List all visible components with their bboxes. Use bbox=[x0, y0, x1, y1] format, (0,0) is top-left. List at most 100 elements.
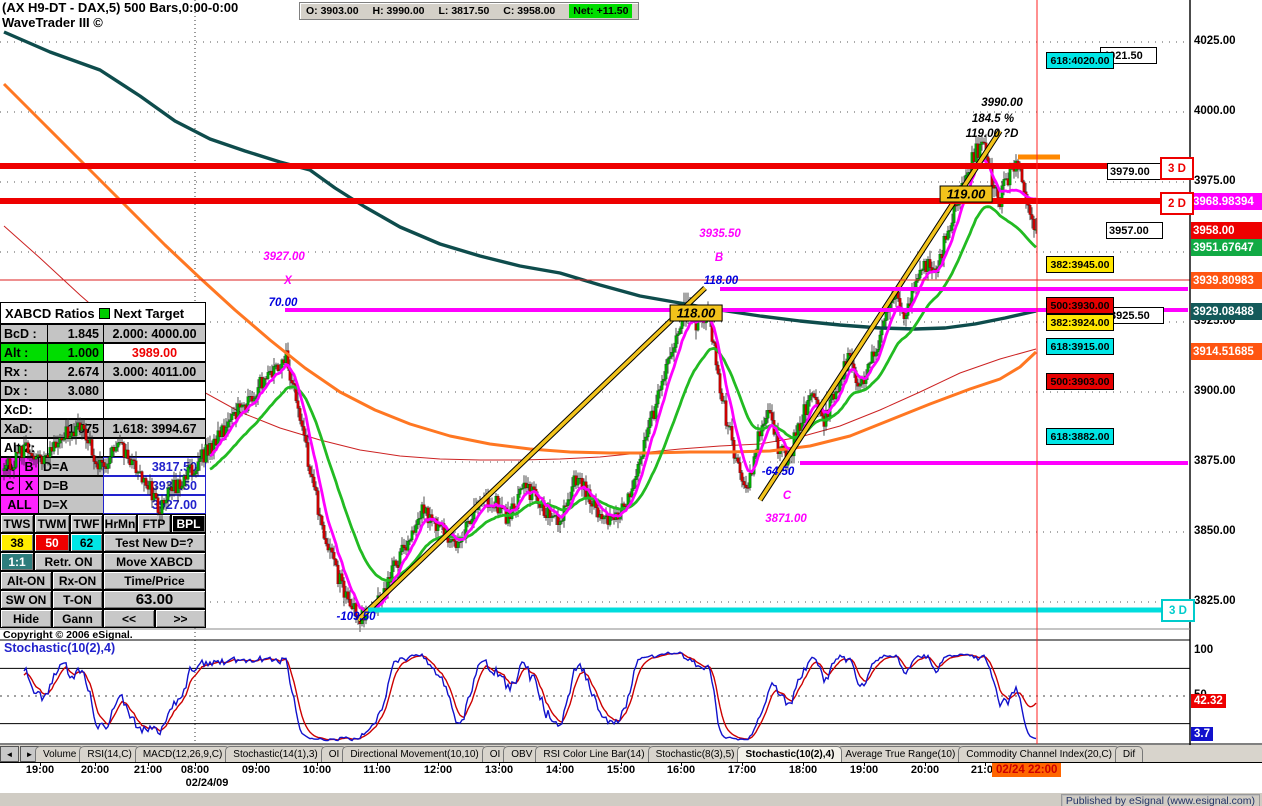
panel-button-twf[interactable]: TWF bbox=[70, 514, 103, 533]
axis-value-label: 3939.80983 bbox=[1191, 272, 1262, 289]
tab-stochastic-14-1-3-[interactable]: Stochastic(14(1),3) bbox=[225, 746, 326, 762]
alert-price-box[interactable]: 3925.50 bbox=[1107, 307, 1164, 324]
panel-button-row: TWS TWM TWF HrMn FTP BPL bbox=[0, 514, 206, 533]
date-label: 02/24/09 bbox=[185, 777, 229, 789]
panel-header: XABCD Ratios Next Target bbox=[0, 302, 206, 324]
ratio-label: Dx : bbox=[0, 381, 48, 400]
tab-macd-12-26-9-c-[interactable]: MACD(12,26,9,C) bbox=[134, 746, 231, 762]
ratio-label: XaD: bbox=[0, 419, 48, 438]
panel-button-1-1[interactable]: 1:1 bbox=[0, 552, 34, 571]
chart-annotation: B bbox=[714, 252, 724, 264]
panel-button-63-00[interactable]: 63.00 bbox=[103, 590, 206, 609]
panel-button-move-xabcd[interactable]: Move XABCD bbox=[103, 552, 206, 571]
fib-level-label: 382:3924.00 bbox=[1046, 314, 1114, 331]
time-tick-label: 18:00 bbox=[788, 764, 818, 776]
time-tick-mark bbox=[803, 762, 804, 766]
panel-button-row: 1:1 Retr. ON Move XABCD bbox=[0, 552, 206, 571]
panel-button-row: Alt-ON Rx-ON Time/Price bbox=[0, 571, 206, 590]
point-mapping-label: D=X bbox=[38, 495, 104, 514]
fib-level-label: 618:3915.00 bbox=[1046, 338, 1114, 355]
panel-button-gann[interactable]: Gann bbox=[52, 609, 103, 628]
alert-price-box[interactable]: 3979.00 bbox=[1107, 163, 1164, 180]
panel-button-hide[interactable]: Hide bbox=[0, 609, 52, 628]
net-change-badge: Net: +11.50 bbox=[569, 4, 633, 18]
panel-button-alt-on[interactable]: Alt-ON bbox=[0, 571, 52, 590]
panel-button-rx-on[interactable]: Rx-ON bbox=[52, 571, 103, 590]
ratio-label: XcD: bbox=[0, 400, 48, 419]
low-value: L: 3817.50 bbox=[438, 5, 490, 17]
y-axis-tick-label: 4000.00 bbox=[1194, 105, 1236, 117]
time-tick-label: 08:00 bbox=[180, 764, 210, 776]
channel-width-tag[interactable]: 118.00 bbox=[669, 304, 723, 322]
panel-button-bpl[interactable]: BPL bbox=[171, 514, 206, 533]
panel-button-62[interactable]: 62 bbox=[70, 533, 103, 552]
ratio-row: Dx :3.080 bbox=[0, 381, 206, 400]
target-value bbox=[103, 381, 206, 400]
y-axis-tick-label: 3975.00 bbox=[1194, 175, 1236, 187]
y-axis-tick-label: 3850.00 bbox=[1194, 525, 1236, 537]
status-bar: Published by eSignal (www.esignal.com) bbox=[0, 792, 1262, 806]
tab-average-true-range-10-[interactable]: Average True Range(10) bbox=[837, 746, 964, 762]
chart-subtitle: WaveTrader III © bbox=[2, 15, 103, 30]
time-tick-label: 10:00 bbox=[302, 764, 332, 776]
time-tick-label: 11:00 bbox=[363, 764, 391, 776]
tab-rsi-14-c-[interactable]: RSI(14,C) bbox=[79, 746, 140, 762]
panel-button--[interactable]: << bbox=[103, 609, 155, 628]
y-axis-tick-label: 3875.00 bbox=[1194, 455, 1236, 467]
panel-button-t-on[interactable]: T-ON bbox=[52, 590, 103, 609]
tab-dif[interactable]: Dif bbox=[1114, 746, 1144, 762]
panel-button-time-price[interactable]: Time/Price bbox=[103, 571, 206, 590]
panel-button-row: 38 50 62 Test New D=? bbox=[0, 533, 206, 552]
cursor-time-label: 02/24 22:00 bbox=[992, 763, 1062, 777]
tab-stochastic-8-3-5-[interactable]: Stochastic(8(3),5) bbox=[647, 746, 743, 762]
point-button-all[interactable]: ALL bbox=[0, 495, 39, 514]
chart-annotation: 70.00 bbox=[268, 297, 298, 309]
panel-button-retr-on[interactable]: Retr. ON bbox=[34, 552, 103, 571]
panel-button-twm[interactable]: TWM bbox=[34, 514, 70, 533]
panel-button-ftp[interactable]: FTP bbox=[137, 514, 171, 533]
ratio-row: Rx :2.674 3.000: 4011.00 bbox=[0, 362, 206, 381]
y-axis-tick-label: 3900.00 bbox=[1194, 385, 1236, 397]
tab-commodity-channel-index-20-c-[interactable]: Commodity Channel Index(20,C) bbox=[958, 746, 1120, 762]
study-tab-strip: ◄ ► Volume RSI(14,C) MACD(12,26,9,C) Stochast… bbox=[0, 745, 1262, 763]
time-tick-mark bbox=[317, 762, 318, 766]
fib-level-label: 618:4020.00 bbox=[1046, 52, 1114, 69]
channel-width-tag[interactable]: 119.00 bbox=[939, 185, 993, 203]
panel-button-test-new-d-[interactable]: Test New D=? bbox=[103, 533, 206, 552]
panel-button-hrmn[interactable]: HrMn bbox=[103, 514, 137, 533]
tab-scroll-left-button[interactable]: ◄ bbox=[0, 746, 19, 762]
time-tick-mark bbox=[560, 762, 561, 766]
tab-rsi-color-line-bar-14-[interactable]: RSI Color Line Bar(14) bbox=[535, 746, 653, 762]
tab-directional-movement-10-10-[interactable]: Directional Movement(10,10) bbox=[342, 746, 487, 762]
time-tick-mark bbox=[40, 762, 41, 766]
time-axis[interactable]: 02/24/09 02/24 22:00 19:00 20:00 21:00 08:0… bbox=[0, 762, 1262, 792]
ratio-row: XaD:1.5751.618: 3994.67 bbox=[0, 419, 206, 438]
chart-title: (AX H9-DT - DAX,5) 500 Bars,0:00-0:00 bbox=[2, 0, 239, 15]
alert-price-box[interactable]: 3957.00 bbox=[1106, 222, 1163, 239]
time-tick-mark bbox=[499, 762, 500, 766]
time-tick-mark bbox=[438, 762, 439, 766]
tab-volume[interactable]: Volume bbox=[35, 746, 85, 762]
target-value: 1.618: 3994.67 bbox=[103, 419, 206, 438]
stochastic-pane-title: Stochastic(10(2),4) bbox=[4, 641, 116, 655]
time-tick-label: 17:00 bbox=[727, 764, 757, 776]
high-value: H: 3990.00 bbox=[372, 5, 425, 17]
chart-annotation: 118.00 bbox=[703, 275, 739, 287]
axis-value-label: 3929.08488 bbox=[1191, 303, 1262, 320]
time-tick-mark bbox=[95, 762, 96, 766]
panel-button-50[interactable]: 50 bbox=[34, 533, 70, 552]
chart-annotation: 119.00 ?D bbox=[965, 128, 1019, 140]
stochastic-blue-value-label: 3.7 bbox=[1191, 727, 1213, 741]
xabcd-ratios-panel: XABCD Ratios Next Target BcD :1.845 2.000: … bbox=[0, 302, 206, 628]
panel-button-sw-on[interactable]: SW ON bbox=[0, 590, 52, 609]
panel-button-tws[interactable]: TWS bbox=[0, 514, 34, 533]
panel-button--[interactable]: >> bbox=[155, 609, 206, 628]
time-tick-label: 13:00 bbox=[484, 764, 514, 776]
time-tick-mark bbox=[985, 762, 986, 766]
time-tick-label: 09:00 bbox=[241, 764, 271, 776]
tab-stochastic-10-2-4-[interactable]: Stochastic(10(2),4) bbox=[737, 746, 843, 762]
fib-level-label: 500:3903.00 bbox=[1046, 373, 1114, 390]
panel-button-38[interactable]: 38 bbox=[0, 533, 34, 552]
